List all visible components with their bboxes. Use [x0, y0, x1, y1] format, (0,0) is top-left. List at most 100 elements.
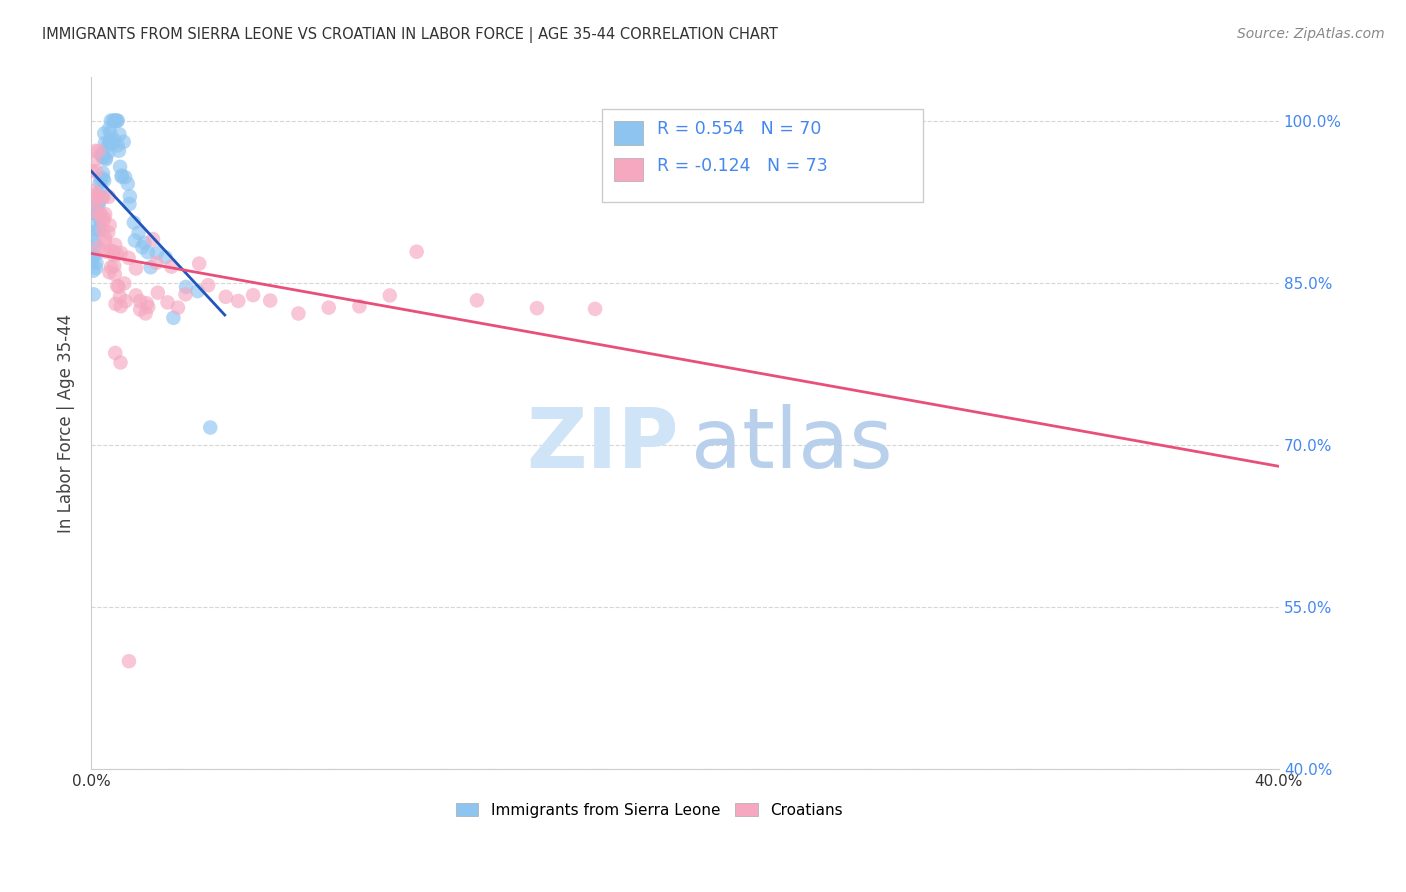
Point [80, 255, 103, 269]
Point [118, 189, 141, 203]
Point [100, 113, 122, 128]
Point [94, 136, 117, 150]
Point [129, 294, 152, 309]
Point [87, 222, 110, 236]
Point [98, 265, 121, 279]
Point [200, 420, 222, 434]
Point [83, 184, 105, 198]
Point [118, 654, 141, 668]
Point [287, 306, 309, 320]
Point [104, 238, 127, 252]
Point [94, 230, 117, 244]
Point [108, 160, 131, 174]
Point [105, 247, 128, 261]
Point [122, 216, 145, 230]
Point [90, 172, 112, 186]
Point [104, 113, 127, 128]
Point [100, 244, 122, 258]
Point [125, 288, 148, 302]
Point [87, 144, 110, 158]
Point [94, 235, 117, 250]
Point [103, 248, 125, 262]
Point [174, 280, 197, 294]
Point [89, 176, 111, 190]
Point [93, 174, 115, 188]
Point [188, 257, 211, 271]
Point [108, 128, 131, 142]
Point [94, 153, 117, 167]
Legend: Immigrants from Sierra Leone, Croatians: Immigrants from Sierra Leone, Croatians [450, 797, 849, 824]
Point [125, 261, 148, 276]
Point [84, 238, 107, 252]
Point [91, 190, 114, 204]
Point [89, 211, 111, 226]
Point [91, 166, 114, 180]
Point [90, 207, 112, 221]
FancyBboxPatch shape [614, 121, 644, 145]
Point [105, 279, 128, 293]
Point [83, 287, 105, 301]
Y-axis label: In Labor Force | Age 35-44: In Labor Force | Age 35-44 [58, 314, 75, 533]
Point [86, 187, 108, 202]
Point [87, 195, 110, 210]
Point [98, 218, 121, 232]
Point [378, 288, 401, 302]
Point [155, 250, 177, 264]
Point [114, 294, 136, 309]
Point [135, 296, 157, 310]
Point [84, 260, 107, 275]
Point [215, 290, 238, 304]
Point [259, 293, 281, 308]
Point [174, 287, 197, 301]
Point [98, 135, 121, 149]
Point [526, 301, 548, 315]
Point [98, 136, 121, 151]
Point [110, 246, 132, 260]
Point [97, 138, 120, 153]
Point [103, 244, 125, 259]
Point [94, 244, 117, 259]
Point [134, 235, 156, 250]
Point [583, 301, 606, 316]
Point [136, 245, 159, 260]
Point [118, 197, 141, 211]
Point [100, 260, 122, 275]
Point [82, 249, 104, 263]
Point [112, 277, 135, 291]
Point [101, 113, 124, 128]
Point [104, 267, 127, 281]
Point [86, 210, 108, 224]
FancyBboxPatch shape [614, 158, 644, 181]
Point [107, 279, 129, 293]
Point [91, 150, 114, 164]
Point [108, 290, 131, 304]
Text: R = 0.554   N = 70: R = 0.554 N = 70 [657, 120, 821, 138]
Point [111, 169, 134, 184]
Point [139, 260, 162, 275]
Point [84, 164, 107, 178]
Point [160, 260, 183, 274]
Point [84, 144, 107, 158]
Text: Source: ZipAtlas.com: Source: ZipAtlas.com [1237, 27, 1385, 41]
Point [128, 226, 150, 240]
Point [101, 136, 124, 150]
Point [97, 225, 120, 239]
Point [349, 299, 371, 313]
Point [94, 207, 117, 221]
Point [87, 241, 110, 255]
Point [86, 256, 108, 270]
Point [318, 301, 340, 315]
Point [91, 223, 114, 237]
Point [93, 127, 115, 141]
Point [146, 285, 169, 300]
Point [107, 138, 129, 153]
Point [83, 235, 105, 249]
Point [104, 113, 127, 128]
Point [89, 185, 111, 199]
Point [97, 145, 120, 160]
Point [117, 251, 139, 265]
Point [91, 171, 114, 186]
Point [87, 191, 110, 205]
Point [86, 205, 108, 219]
Point [90, 208, 112, 222]
